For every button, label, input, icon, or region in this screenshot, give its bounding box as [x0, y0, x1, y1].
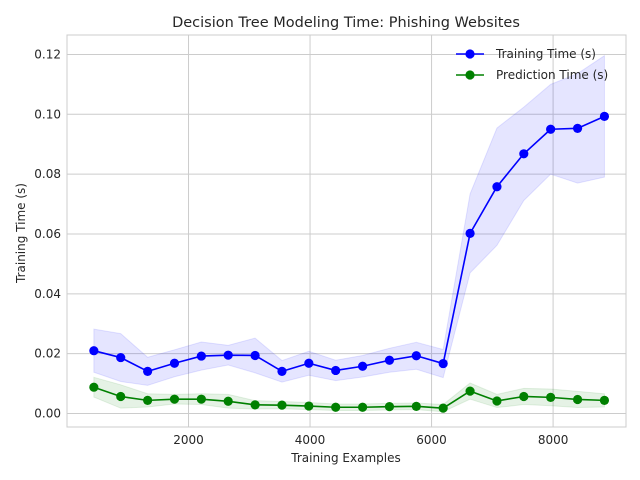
data-point-series-1: [277, 366, 287, 376]
data-point-series-1: [411, 351, 421, 361]
legend-marker-2: [465, 70, 475, 80]
data-point-series-1: [223, 350, 233, 360]
y-tick-label: 0.02: [34, 347, 61, 361]
legend-label-1: Training Time (s): [495, 47, 596, 61]
data-point-series-1: [438, 358, 448, 369]
data-point-series-1: [384, 355, 395, 365]
legend-marker-1: [465, 49, 475, 59]
data-point-series-2: [331, 402, 341, 412]
x-tick-label: 2000: [173, 433, 204, 447]
data-point-series-2: [304, 401, 314, 411]
data-point-series-2: [384, 402, 395, 412]
data-point-series-1: [331, 365, 341, 376]
data-point-series-1: [304, 358, 314, 368]
data-point-series-1: [519, 149, 529, 159]
y-tick-labels: 0.00 0.02 0.04 0.06 0.08 0.10 0.12: [34, 47, 61, 420]
plot-frame: [66, 34, 627, 428]
y-tick-label: 0.06: [34, 227, 61, 241]
confidence-band-series-1: [93, 54, 605, 386]
data-point-series-2: [169, 394, 180, 404]
data-point-series-2: [465, 386, 475, 396]
chart-title: Decision Tree Modeling Time: Phishing We…: [172, 15, 520, 31]
x-axis-label: Training Examples: [290, 451, 400, 465]
x-tick-labels: 2000 4000 6000 8000: [173, 433, 568, 447]
data-point-series-2: [89, 382, 99, 392]
data-point-series-2: [519, 391, 529, 402]
data-point-series-1: [572, 123, 583, 133]
series-points: [89, 111, 610, 413]
y-tick-label: 0.10: [34, 107, 61, 121]
data-point-series-2: [599, 395, 610, 405]
x-tick-label: 4000: [295, 433, 326, 447]
data-point-series-2: [143, 395, 153, 405]
data-point-series-2: [250, 400, 260, 410]
y-tick-label: 0.08: [34, 167, 61, 181]
data-point-series-2: [116, 391, 126, 402]
data-point-series-2: [223, 396, 233, 406]
data-point-series-1: [599, 111, 610, 121]
series-line-1: [93, 115, 605, 373]
y-tick-label: 0.04: [34, 287, 61, 301]
x-tick-label: 8000: [538, 433, 569, 447]
data-point-series-2: [411, 401, 421, 411]
data-point-series-1: [116, 352, 126, 363]
data-point-series-2: [546, 392, 556, 402]
data-point-series-2: [277, 400, 287, 410]
data-point-series-1: [143, 366, 153, 376]
data-point-series-1: [169, 358, 180, 368]
y-axis-label: Training Time (s): [14, 183, 28, 284]
data-point-series-1: [492, 182, 502, 192]
x-tick-label: 6000: [416, 433, 447, 447]
grid: [67, 35, 626, 427]
y-tick-label: 0.00: [34, 407, 61, 421]
legend-label-2: Prediction Time (s): [496, 68, 608, 82]
y-tick-label: 0.12: [34, 47, 61, 61]
confidence-bands: [93, 54, 605, 413]
data-point-series-2: [438, 403, 448, 413]
legend: Training Time (s) Prediction Time (s): [456, 47, 608, 82]
data-point-series-1: [250, 350, 260, 361]
data-point-series-1: [358, 361, 368, 371]
data-point-series-1: [196, 351, 206, 361]
data-point-series-1: [546, 124, 556, 134]
data-point-series-2: [358, 402, 368, 412]
data-point-series-2: [196, 394, 206, 404]
data-point-series-2: [572, 394, 583, 405]
data-point-series-2: [492, 396, 502, 406]
data-point-series-1: [89, 346, 99, 356]
confidence-band-series-2: [93, 376, 605, 413]
data-point-series-1: [465, 228, 475, 238]
